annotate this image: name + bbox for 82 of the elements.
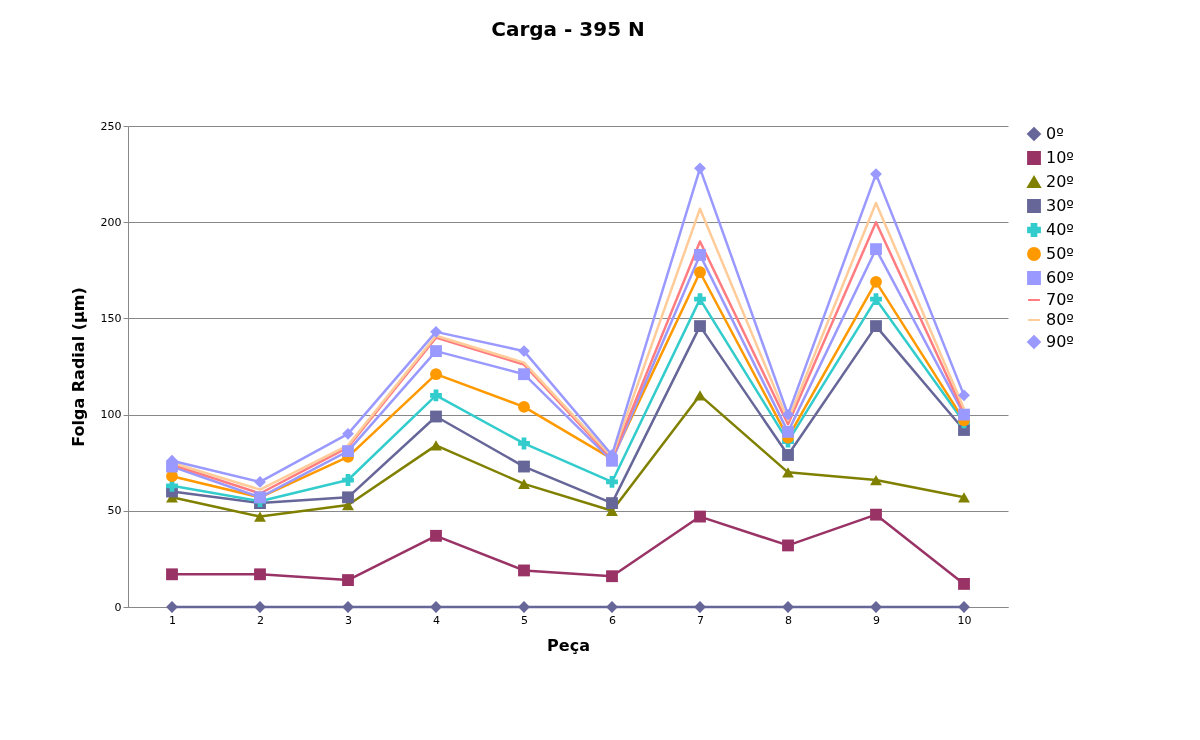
point <box>606 601 618 613</box>
x-tick-label: 3 <box>345 613 352 627</box>
point <box>254 601 266 613</box>
point <box>870 275 882 288</box>
point <box>782 539 794 552</box>
point <box>430 389 442 402</box>
point <box>782 601 794 613</box>
point <box>694 248 706 261</box>
point <box>430 325 442 338</box>
chart-title: Carga - 395 N <box>491 17 645 41</box>
point <box>518 437 530 450</box>
point <box>870 243 882 256</box>
x-tick-label: 6 <box>609 613 616 627</box>
point <box>166 568 178 581</box>
point <box>694 601 706 613</box>
y-tick-label: 100 <box>100 408 122 422</box>
point <box>958 408 970 421</box>
point <box>694 162 706 175</box>
legend-label: 30º <box>1046 196 1074 215</box>
point <box>430 368 442 381</box>
point <box>430 410 442 423</box>
point <box>254 511 266 522</box>
point <box>694 320 706 333</box>
point <box>166 601 178 613</box>
x-tick-label: 8 <box>785 613 792 627</box>
point <box>782 408 794 421</box>
legend-label: 60º <box>1046 268 1074 287</box>
point <box>518 601 530 613</box>
point <box>694 293 706 306</box>
point <box>870 508 882 521</box>
point <box>518 564 530 577</box>
point <box>342 491 354 504</box>
point <box>958 578 970 590</box>
x-axis-title: Peça <box>547 635 590 655</box>
point <box>342 427 354 440</box>
y-tick-label: 50 <box>107 504 122 518</box>
point <box>958 389 970 402</box>
legend-label: 20º <box>1046 172 1074 191</box>
legend-label: 50º <box>1046 244 1074 263</box>
x-tick-label: 5 <box>521 613 528 627</box>
point <box>870 320 882 333</box>
point <box>694 266 706 279</box>
point <box>518 401 530 413</box>
x-tick-label: 2 <box>257 613 264 627</box>
point <box>870 168 882 181</box>
x-tick-label: 1 <box>169 613 176 627</box>
legend-label: 10º <box>1046 148 1074 167</box>
x-tick-label: 4 <box>433 613 440 627</box>
point <box>782 449 794 461</box>
point <box>342 445 354 458</box>
point <box>518 368 530 381</box>
point <box>518 460 530 473</box>
point <box>870 474 882 486</box>
x-tick-label: 7 <box>697 613 704 627</box>
point <box>430 345 442 358</box>
y-tick-label: 250 <box>100 119 122 133</box>
point <box>254 568 266 581</box>
y-tick-label: 150 <box>100 311 122 325</box>
point <box>518 345 530 358</box>
legend-label: 0º <box>1046 124 1064 143</box>
x-tick-label: 10 <box>957 613 972 627</box>
point <box>606 570 618 583</box>
point <box>430 601 442 613</box>
y-tick-label: 0 <box>114 600 122 614</box>
legend-label: 70º <box>1046 290 1074 309</box>
point <box>870 293 882 306</box>
point <box>694 510 706 523</box>
point <box>606 497 618 510</box>
point <box>430 529 442 542</box>
legend-label: 90º <box>1046 332 1074 351</box>
point <box>342 601 354 613</box>
point <box>870 601 882 613</box>
y-axis-title: Folga Radial (µm) <box>68 287 88 447</box>
y-tick-label: 200 <box>100 215 122 229</box>
legend-label: 80º <box>1046 310 1074 329</box>
point <box>958 601 970 613</box>
point <box>782 426 794 438</box>
legend-label: 40º <box>1046 220 1074 239</box>
point <box>518 478 530 489</box>
x-tick-label: 9 <box>873 613 880 627</box>
point <box>430 440 442 451</box>
point <box>342 574 354 586</box>
